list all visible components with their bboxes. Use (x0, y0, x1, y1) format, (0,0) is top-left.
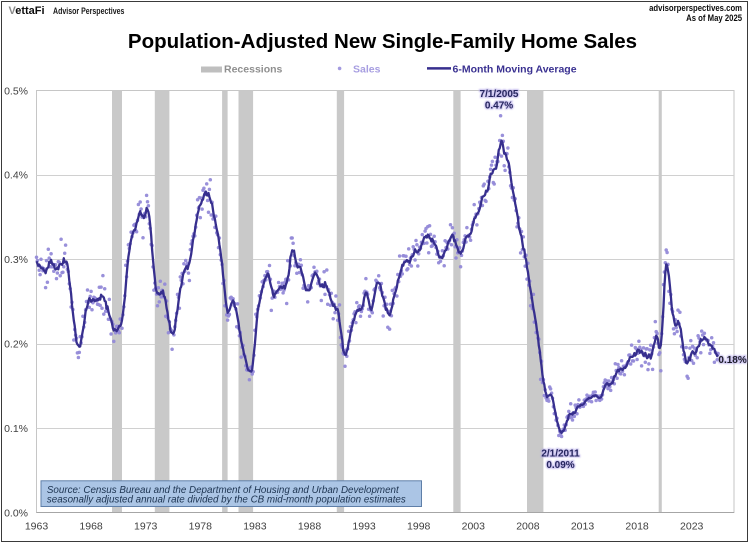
svg-text:1983: 1983 (243, 521, 267, 533)
svg-text:2023: 2023 (680, 521, 704, 533)
svg-text:2003: 2003 (462, 521, 486, 533)
svg-text:1988: 1988 (298, 521, 322, 533)
svg-text:7/1/2005: 7/1/2005 (480, 89, 519, 100)
svg-text:0.18%: 0.18% (718, 355, 746, 366)
svg-text:0.2%: 0.2% (4, 339, 28, 351)
svg-text:1963: 1963 (25, 521, 49, 533)
svg-text:1993: 1993 (352, 521, 376, 533)
svg-text:Sales: Sales (353, 64, 381, 76)
svg-text:1973: 1973 (134, 521, 158, 533)
svg-text:1968: 1968 (79, 521, 103, 533)
svg-text:0.47%: 0.47% (485, 101, 513, 112)
svg-text:0.5%: 0.5% (4, 85, 28, 97)
svg-text:1998: 1998 (407, 521, 431, 533)
svg-text:2018: 2018 (625, 521, 649, 533)
svg-text:Recessions: Recessions (224, 64, 283, 76)
svg-text:2/1/2011: 2/1/2011 (541, 449, 580, 460)
svg-text:0.3%: 0.3% (4, 254, 28, 266)
svg-text:1978: 1978 (189, 521, 213, 533)
svg-text:0.09%: 0.09% (546, 460, 574, 471)
svg-text:7/1/2005: 7/1/2005 (480, 89, 519, 100)
svg-text:0.4%: 0.4% (4, 170, 28, 182)
svg-text:Source: Census Bureau and the: Source: Census Bureau and the Department… (47, 485, 400, 496)
svg-text:2013: 2013 (571, 521, 595, 533)
svg-text:0.1%: 0.1% (4, 423, 28, 435)
svg-text:0.09%: 0.09% (546, 460, 574, 471)
svg-text:seasonally adjusted annual rat: seasonally adjusted annual rate divided … (47, 494, 406, 505)
svg-text:6-Month Moving Average: 6-Month Moving Average (453, 64, 577, 76)
svg-text:2/1/2011: 2/1/2011 (541, 449, 580, 460)
svg-text:0.47%: 0.47% (485, 101, 513, 112)
svg-text:0.18%: 0.18% (718, 355, 746, 366)
svg-text:0.0%: 0.0% (4, 507, 28, 519)
svg-text:2008: 2008 (516, 521, 540, 533)
